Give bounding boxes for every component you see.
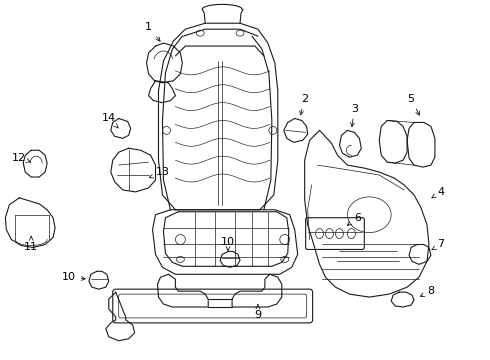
Text: 5: 5 [408, 94, 419, 115]
Text: 12: 12 [12, 153, 30, 163]
Text: 7: 7 [432, 239, 444, 250]
Text: 14: 14 [102, 113, 119, 128]
Text: 1: 1 [145, 22, 160, 41]
Text: 3: 3 [350, 104, 358, 127]
Text: 6: 6 [347, 213, 361, 225]
Text: 8: 8 [420, 286, 435, 296]
Text: 2: 2 [300, 94, 308, 115]
Text: 11: 11 [24, 237, 38, 252]
Text: 4: 4 [432, 187, 444, 198]
Text: 10: 10 [62, 272, 85, 282]
Text: 9: 9 [254, 304, 262, 320]
Text: 10: 10 [221, 237, 235, 251]
Text: 13: 13 [149, 167, 170, 178]
